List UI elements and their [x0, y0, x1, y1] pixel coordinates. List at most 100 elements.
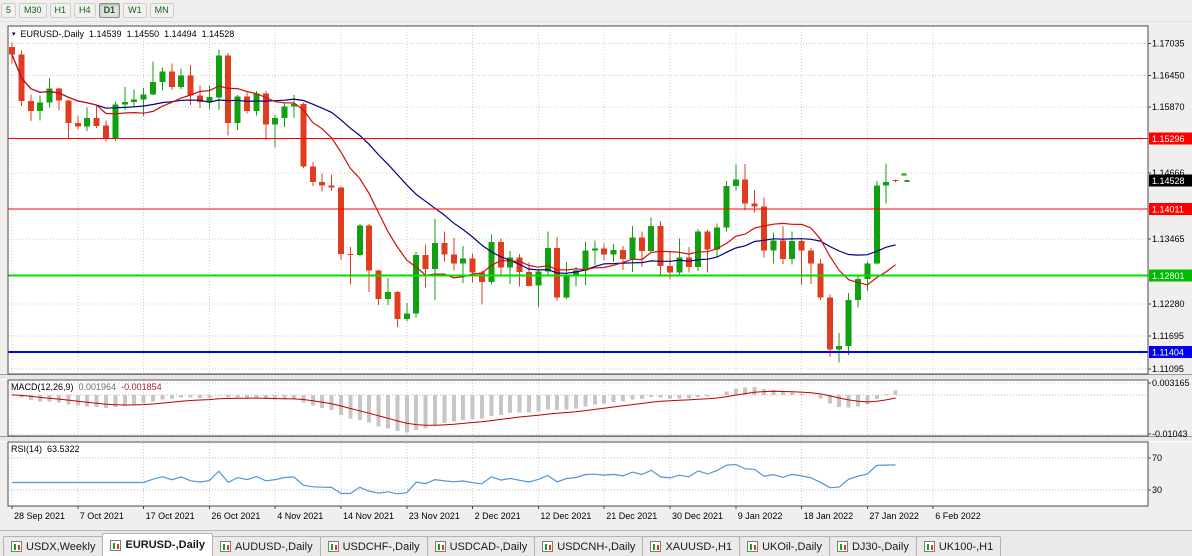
- timeframe-button-mn[interactable]: MN: [149, 3, 174, 18]
- svg-text:17 Oct 2021: 17 Oct 2021: [146, 511, 195, 521]
- tab-usdcnh-daily[interactable]: USDCNH-,Daily: [534, 536, 644, 556]
- svg-text:6 Feb 2022: 6 Feb 2022: [935, 511, 981, 521]
- svg-text:21 Dec 2021: 21 Dec 2021: [606, 511, 657, 521]
- tab-label: XAUUSD-,H1: [665, 540, 733, 553]
- macd-signal-line: [11, 390, 896, 426]
- chart-icon: [327, 541, 339, 552]
- svg-text:1.11695: 1.11695: [1152, 331, 1184, 341]
- chart-icon: [110, 539, 122, 551]
- svg-text:30: 30: [1152, 485, 1162, 495]
- macd-label: MACD(12,26,9) 0.001964 -0.001854: [11, 382, 162, 392]
- chart-icon: [923, 541, 935, 552]
- chart-canvas[interactable]: 1.17035 1.16450 1.15870 1.14666 1.13465 1.122…: [0, 22, 1192, 530]
- svg-text:1.13465: 1.13465: [1152, 234, 1185, 244]
- svg-text:7 Oct 2021: 7 Oct 2021: [80, 511, 124, 521]
- rsi-label: RSI(14) 63.5322: [11, 444, 80, 454]
- tab-eurusd-daily[interactable]: EURUSD-,Daily: [102, 533, 213, 556]
- svg-text:1.11095: 1.11095: [1152, 364, 1184, 374]
- chart-icon: [434, 541, 446, 552]
- quote-high: 1.14550: [126, 29, 160, 39]
- svg-text:12 Dec 2021: 12 Dec 2021: [540, 511, 591, 521]
- tab-label: UKOil-,Daily: [762, 540, 822, 553]
- symbol-label: EURUSD-,Daily: [20, 29, 85, 39]
- chart-icon: [747, 541, 759, 552]
- tab-ukoil-daily[interactable]: UKOil-,Daily: [739, 536, 830, 556]
- svg-text:2 Dec 2021: 2 Dec 2021: [475, 511, 521, 521]
- chart-region[interactable]: 1.17035 1.16450 1.15870 1.14666 1.13465 1.122…: [0, 22, 1192, 530]
- tab-usdchf-daily[interactable]: USDCHF-,Daily: [319, 536, 428, 556]
- price-axis[interactable]: 1.17035 1.16450 1.15870 1.14666 1.13465 1.122…: [1148, 38, 1192, 374]
- svg-text:0.003165: 0.003165: [1152, 378, 1190, 388]
- quote-close: 1.14528: [201, 29, 235, 39]
- tab-audusd-daily[interactable]: AUDUSD-,Daily: [211, 536, 321, 556]
- svg-text:1.12280: 1.12280: [1152, 299, 1185, 309]
- chart-icon: [11, 541, 22, 552]
- rsi-name: RSI(14): [11, 444, 43, 454]
- svg-text:1.11404: 1.11404: [1152, 347, 1184, 357]
- chart-icon: [650, 541, 662, 552]
- timeframe-button-h4[interactable]: H4: [74, 3, 96, 18]
- svg-text:14 Nov 2021: 14 Nov 2021: [343, 511, 394, 521]
- quote-low: 1.14494: [164, 29, 197, 39]
- macd-axis[interactable]: 0.003165 -0.01043: [1148, 378, 1190, 439]
- quote-open: 1.14539: [89, 29, 122, 39]
- tab-label: EURUSD-,Daily: [125, 539, 205, 551]
- tab-usdx-weekly[interactable]: USDX,Weekly: [3, 536, 104, 556]
- timeframe-toolbar: 5 M30 H1 H4 D1 W1 MN: [0, 0, 1192, 22]
- rsi-axis[interactable]: 70 30: [1148, 453, 1162, 495]
- tab-uk100-h1[interactable]: UK100-,H1: [915, 536, 1002, 556]
- svg-text:70: 70: [1152, 453, 1162, 463]
- svg-text:1.15296: 1.15296: [1152, 134, 1185, 144]
- svg-text:28 Sep 2021: 28 Sep 2021: [14, 511, 65, 521]
- macd-histogram: [19, 387, 898, 433]
- tab-label: USDCHF-,Daily: [342, 540, 420, 553]
- ma-lines: [11, 54, 896, 286]
- current-price-marks: [901, 173, 910, 183]
- chart-marker-icon: ▾: [12, 30, 16, 38]
- svg-text:4 Nov 2021: 4 Nov 2021: [277, 511, 323, 521]
- svg-text:26 Oct 2021: 26 Oct 2021: [211, 511, 260, 521]
- svg-text:1.15870: 1.15870: [1152, 102, 1185, 112]
- svg-text:9 Jan 2022: 9 Jan 2022: [738, 511, 783, 521]
- svg-text:1.12801: 1.12801: [1152, 271, 1185, 281]
- horizontal-lines[interactable]: [8, 138, 1148, 353]
- tab-xauusd-h1[interactable]: XAUUSD-,H1: [642, 536, 741, 556]
- svg-text:18 Jan 2022: 18 Jan 2022: [804, 511, 854, 521]
- macd-main-value: 0.001964: [78, 382, 117, 392]
- quote-label: ▾ EURUSD-,Daily 1.14539 1.14550 1.14494 …: [12, 29, 234, 39]
- macd-signal-value: -0.001854: [121, 382, 162, 392]
- chart-icon: [542, 541, 554, 552]
- tab-label: AUDUSD-,Daily: [234, 540, 313, 553]
- tab-label: UK100-,H1: [938, 540, 994, 553]
- svg-text:30 Dec 2021: 30 Dec 2021: [672, 511, 723, 521]
- timeframe-button-d1[interactable]: D1: [98, 3, 121, 18]
- candles: [9, 42, 899, 363]
- timeframe-button-h1[interactable]: H1: [49, 3, 72, 18]
- tab-dj30-daily[interactable]: DJ30-,Daily: [828, 536, 917, 556]
- svg-text:-0.01043: -0.01043: [1152, 429, 1188, 439]
- svg-text:1.16450: 1.16450: [1152, 70, 1185, 80]
- timeframe-button-w1[interactable]: W1: [123, 3, 147, 18]
- svg-text:1.14528: 1.14528: [1152, 176, 1185, 186]
- rsi-value: 63.5322: [47, 444, 80, 454]
- tab-label: USDX,Weekly: [26, 540, 96, 553]
- svg-text:1.17035: 1.17035: [1152, 38, 1185, 48]
- timeframe-button-5[interactable]: 5: [1, 3, 17, 18]
- macd-name: MACD(12,26,9): [11, 382, 74, 392]
- chart-icon: [219, 541, 231, 552]
- rsi-line: [12, 463, 896, 495]
- pane-borders: [7, 25, 1149, 507]
- chart-tabbar: USDX,Weekly EURUSD-,Daily AUDUSD-,Daily USD…: [0, 530, 1192, 556]
- tab-label: USDCNH-,Daily: [557, 540, 636, 553]
- tab-label: USDCAD-,Daily: [449, 540, 528, 553]
- tab-label: DJ30-,Daily: [851, 540, 909, 553]
- time-axis[interactable]: 28 Sep 2021 7 Oct 2021 17 Oct 2021 26 Oct 2…: [11, 506, 981, 521]
- svg-text:1.14011: 1.14011: [1152, 205, 1184, 215]
- svg-text:23 Nov 2021: 23 Nov 2021: [409, 511, 460, 521]
- svg-text:1.14666: 1.14666: [1152, 168, 1185, 178]
- chart-icon: [836, 541, 848, 552]
- svg-text:27 Jan 2022: 27 Jan 2022: [869, 511, 919, 521]
- tab-usdcad-daily[interactable]: USDCAD-,Daily: [426, 536, 536, 556]
- timeframe-button-m30[interactable]: M30: [19, 3, 47, 18]
